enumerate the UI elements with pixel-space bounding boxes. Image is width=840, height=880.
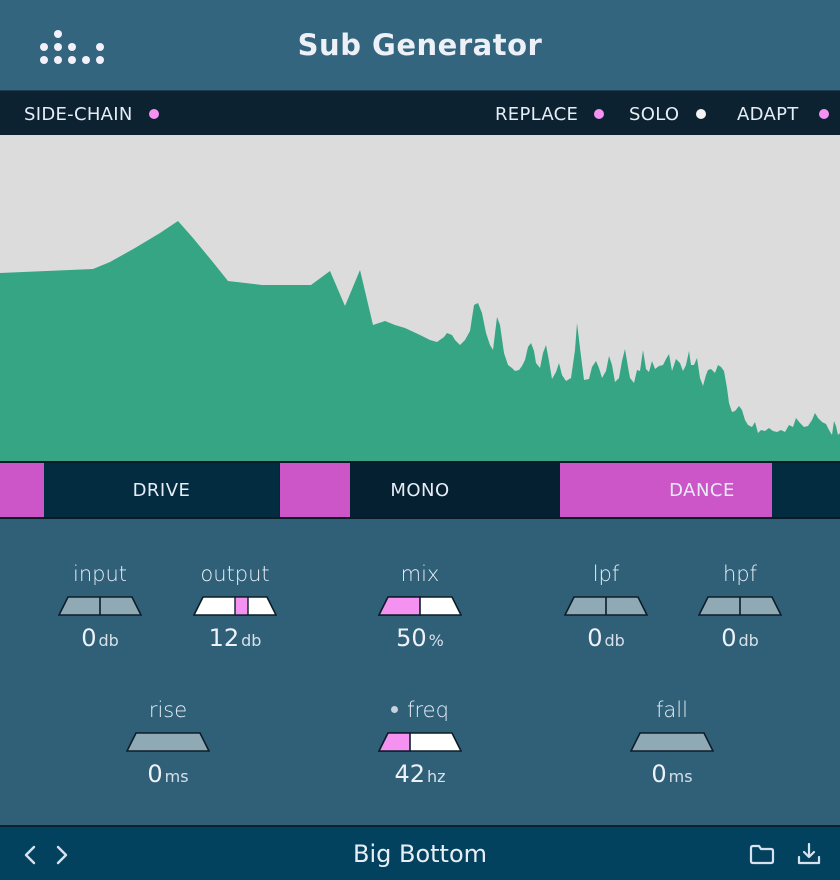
lpf-value: 0 db — [587, 624, 625, 652]
replace-toggle[interactable]: REPLACE — [495, 103, 605, 125]
input-label: input — [72, 562, 128, 586]
preset-name[interactable]: Big Bottom — [352, 840, 488, 868]
solo-indicator-icon — [696, 109, 707, 119]
freq-control: freq 42 hz — [360, 696, 480, 788]
folder-icon[interactable] — [749, 843, 775, 865]
freq-indicator-icon — [391, 705, 399, 713]
adapt-label: ADAPT — [737, 103, 799, 125]
mix-control: mix 50% — [360, 560, 480, 652]
dance-mode-button[interactable]: DANCE — [560, 463, 772, 517]
controls-panel: input 0 db output 12 db mix 50% lpf 0 db hp… — [0, 519, 840, 825]
output-control: output 12 db — [175, 560, 295, 652]
footer: Big Bottom — [0, 825, 840, 880]
rise-control: rise 0 ms — [108, 696, 228, 788]
mix-value: 50% — [396, 624, 444, 652]
mix-label: mix — [400, 562, 440, 586]
side-chain-toggle[interactable]: SIDE-CHAIN — [24, 103, 159, 125]
rise-slider[interactable] — [126, 732, 210, 752]
hpf-value: 0 db — [721, 624, 759, 652]
input-slider[interactable] — [58, 596, 142, 616]
lpf-control: lpf 0 db — [546, 560, 666, 652]
freq-slider[interactable] — [378, 732, 462, 752]
side-chain-indicator-icon — [148, 109, 159, 119]
solo-label: SOLO — [629, 103, 680, 125]
fall-control: fall 0 ms — [612, 696, 732, 788]
hpf-label: hpf — [722, 562, 758, 586]
lpf-label: lpf — [592, 562, 620, 586]
previous-preset-button[interactable] — [22, 844, 38, 866]
freq-label: freq — [360, 696, 480, 724]
solo-toggle[interactable]: SOLO — [629, 103, 707, 125]
input-value: 0 db — [81, 624, 119, 652]
next-preset-button[interactable] — [54, 844, 70, 866]
dance-level-remainder — [772, 463, 840, 517]
drive-mode-button[interactable]: DRIVE — [44, 463, 279, 517]
fall-label: fall — [656, 698, 688, 722]
output-label: output — [200, 562, 270, 586]
output-value: 12 db — [208, 624, 262, 652]
adapt-toggle[interactable]: ADAPT — [737, 103, 829, 125]
dance-label: DANCE — [669, 479, 735, 501]
rise-label: rise — [148, 698, 188, 722]
dot-matrix-logo-icon — [36, 30, 108, 68]
option-bar: SIDE-CHAIN REPLACE SOLO ADAPT — [0, 90, 840, 135]
freq-value: 42 hz — [394, 760, 446, 788]
hpf-control: hpf 0 db — [680, 560, 800, 652]
output-slider[interactable] — [193, 596, 277, 616]
mix-slider[interactable] — [378, 596, 462, 616]
side-chain-label: SIDE-CHAIN — [24, 103, 133, 125]
download-icon[interactable] — [796, 843, 822, 865]
spectrum-graph — [0, 221, 840, 461]
mono-mode-button[interactable]: MONO — [350, 463, 560, 517]
drive-level-indicator — [0, 463, 44, 517]
mode-bar: DRIVE MONO DANCE — [0, 461, 840, 519]
replace-indicator-icon — [594, 109, 605, 119]
mono-label: MONO — [390, 479, 450, 501]
replace-label: REPLACE — [495, 103, 579, 125]
spectrum-analyzer — [0, 135, 840, 461]
adapt-indicator-icon — [818, 109, 829, 119]
header: Sub Generator — [0, 0, 840, 90]
input-control: input 0 db — [40, 560, 160, 652]
fall-slider[interactable] — [630, 732, 714, 752]
lpf-slider[interactable] — [564, 596, 648, 616]
drive-label: DRIVE — [132, 479, 191, 501]
fall-value: 0 ms — [651, 760, 693, 788]
hpf-slider[interactable] — [698, 596, 782, 616]
mono-level-indicator — [280, 463, 350, 517]
rise-value: 0 ms — [147, 760, 189, 788]
app-title: Sub Generator — [297, 28, 543, 62]
